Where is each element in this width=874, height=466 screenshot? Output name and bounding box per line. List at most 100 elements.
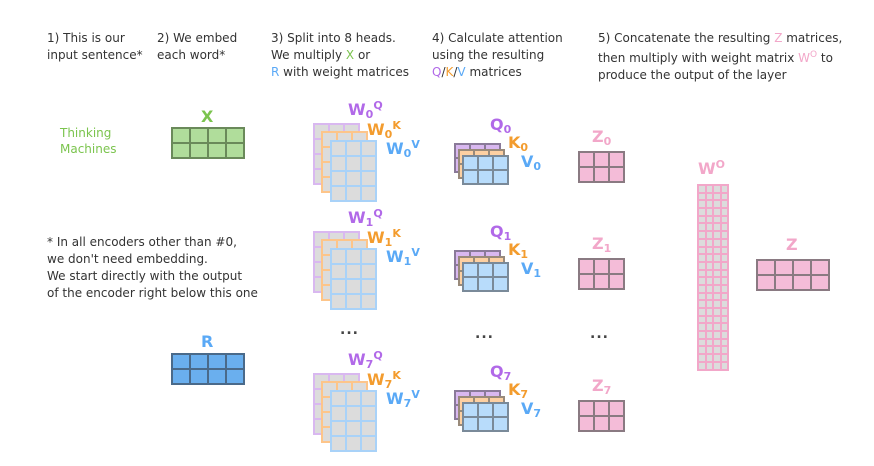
matrix-cell xyxy=(331,186,346,201)
matrix-cell xyxy=(705,238,713,247)
matrix-cell xyxy=(172,128,190,143)
matrix-cell xyxy=(331,171,346,186)
z-matrix xyxy=(578,400,625,432)
matrix-cell xyxy=(713,200,721,209)
matrix-cell xyxy=(609,259,624,274)
step-4-line: using the resulting xyxy=(432,48,545,62)
matrix-cell xyxy=(705,338,713,347)
z-matrix xyxy=(578,151,625,183)
matrix-cell xyxy=(720,246,728,255)
text: V xyxy=(521,399,534,418)
note-line: * In all encoders other than #0, xyxy=(47,235,237,249)
matrix-cell xyxy=(698,269,706,278)
matrix-cell xyxy=(361,186,376,201)
index: 0 xyxy=(384,128,393,141)
wo-label: WO xyxy=(698,157,725,177)
text: Q xyxy=(490,362,504,381)
matrix-cell xyxy=(713,361,721,370)
matrix-cell xyxy=(720,238,728,247)
matrix-cell xyxy=(720,269,728,278)
matrix-cell xyxy=(579,259,594,274)
matrix-cell xyxy=(594,416,609,431)
matrix-cell xyxy=(705,223,713,232)
matrix-cell xyxy=(346,406,361,421)
matrix-cell xyxy=(720,292,728,301)
matrix-cell xyxy=(705,354,713,362)
matrix-cell xyxy=(478,403,493,417)
text: Z xyxy=(592,127,604,146)
matrix-cell xyxy=(361,264,376,279)
matrix-cell xyxy=(698,215,706,224)
text: W xyxy=(367,228,385,247)
matrix-cell xyxy=(331,264,346,279)
text: Z xyxy=(592,234,604,253)
matrix-cell xyxy=(346,264,361,279)
matrix-cell xyxy=(720,338,728,347)
r-ref: R xyxy=(271,65,280,79)
ellipsis: ... xyxy=(340,322,359,338)
text: Z xyxy=(592,376,604,395)
index: 7 xyxy=(384,378,393,391)
matrix-cell xyxy=(705,323,713,332)
matrix-cell xyxy=(579,167,594,182)
index: 7 xyxy=(503,370,512,383)
matrix-cell xyxy=(361,171,376,186)
ellipsis: ... xyxy=(590,326,609,342)
matrix-cell xyxy=(698,346,706,355)
text: K xyxy=(508,240,521,259)
text: W xyxy=(367,370,385,389)
k-label: K7 xyxy=(508,382,528,403)
matrix-cell xyxy=(463,170,478,184)
matrix-cell xyxy=(713,254,721,262)
index: 0 xyxy=(520,141,529,154)
matrix-cell xyxy=(775,260,793,275)
matrix-cell xyxy=(478,263,493,277)
matrix-cell xyxy=(346,171,361,186)
v-matrix xyxy=(462,402,509,432)
note-line: we don't need embedding. xyxy=(47,252,208,266)
matrix-cell xyxy=(698,231,706,239)
matrix-cell xyxy=(493,170,508,184)
matrix-cell xyxy=(361,156,376,171)
text: matrices xyxy=(465,65,522,79)
matrix-cell xyxy=(713,292,721,301)
z-ref: Z xyxy=(774,31,783,45)
x-embedding-matrix xyxy=(171,127,245,159)
z-label: Z7 xyxy=(592,378,611,399)
matrix-cell xyxy=(705,192,713,201)
word: Machines xyxy=(60,142,117,156)
text: We multiply xyxy=(271,48,346,62)
matrix-cell xyxy=(346,421,361,436)
z-label: Z1 xyxy=(592,236,611,257)
matrix-cell xyxy=(331,294,346,309)
z-matrix xyxy=(578,258,625,290)
k-label: K0 xyxy=(508,135,528,156)
index: 1 xyxy=(603,242,612,255)
matrix-cell xyxy=(698,277,706,285)
matrix-cell xyxy=(493,403,508,417)
matrix-cell xyxy=(775,275,793,290)
matrix-cell xyxy=(331,391,346,406)
matrix-cell xyxy=(346,294,361,309)
matrix-cell xyxy=(226,128,244,143)
matrix-cell xyxy=(609,152,624,167)
wo-ref-sup: O xyxy=(810,50,818,60)
text: W xyxy=(348,100,366,119)
matrix-cell xyxy=(720,200,728,209)
matrix-cell xyxy=(713,277,721,285)
text: K xyxy=(508,133,521,152)
index: 0 xyxy=(403,147,412,160)
input-sentence: Thinking Machines xyxy=(60,125,116,157)
matrix-cell xyxy=(172,369,190,384)
matrix-cell xyxy=(190,354,208,369)
index: 0 xyxy=(533,160,542,173)
step-4-header: 4) Calculate attention using the resulti… xyxy=(432,31,563,79)
matrix-cell xyxy=(226,369,244,384)
matrix-cell xyxy=(346,141,361,156)
matrix-cell xyxy=(713,238,721,247)
sup: V xyxy=(411,138,420,151)
text: to xyxy=(817,51,833,65)
matrix-cell xyxy=(493,263,508,277)
q-label: Q7 xyxy=(490,364,511,385)
wv-matrix xyxy=(330,140,377,202)
